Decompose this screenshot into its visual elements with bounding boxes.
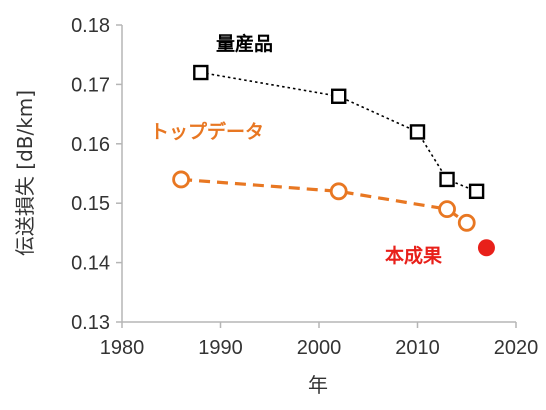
x-tick-label: 2010 [395,337,440,359]
data-point [477,239,495,257]
data-point [331,88,347,104]
x-axis-title: 年 [308,373,328,397]
y-tick-label: 0.15 [71,193,110,215]
y-axis-ticks: 0.13 0.14 0.15 0.16 0.17 0.18 [71,15,122,334]
x-tick-label: 1980 [100,337,145,359]
y-tick-label: 0.18 [71,15,110,37]
x-tick-label: 1990 [198,337,243,359]
data-point [439,171,455,188]
data-point [457,213,476,232]
data-point [172,170,191,189]
series-line [180,177,468,225]
x-tick-label: 2000 [297,337,342,359]
data-point [193,64,209,81]
x-tick-label: 2020 [494,337,539,359]
data-point [438,200,456,219]
series-layer [172,64,495,257]
y-tick-label: 0.17 [71,74,110,96]
data-point [409,124,426,140]
y-tick-label: 0.13 [71,312,110,334]
data-point [468,183,485,200]
y-axis-title: 伝送損失 [dB/km] [13,90,37,256]
series-label: 量産品 [216,32,273,55]
series-label: 本成果 [385,244,442,267]
y-tick-label: 0.14 [71,253,110,275]
y-tick-label: 0.16 [71,134,110,156]
series-label: トップデータ [150,120,264,143]
data-point [329,182,348,201]
x-axis-ticks: 1980 1990 2000 2010 2020 [100,322,539,359]
